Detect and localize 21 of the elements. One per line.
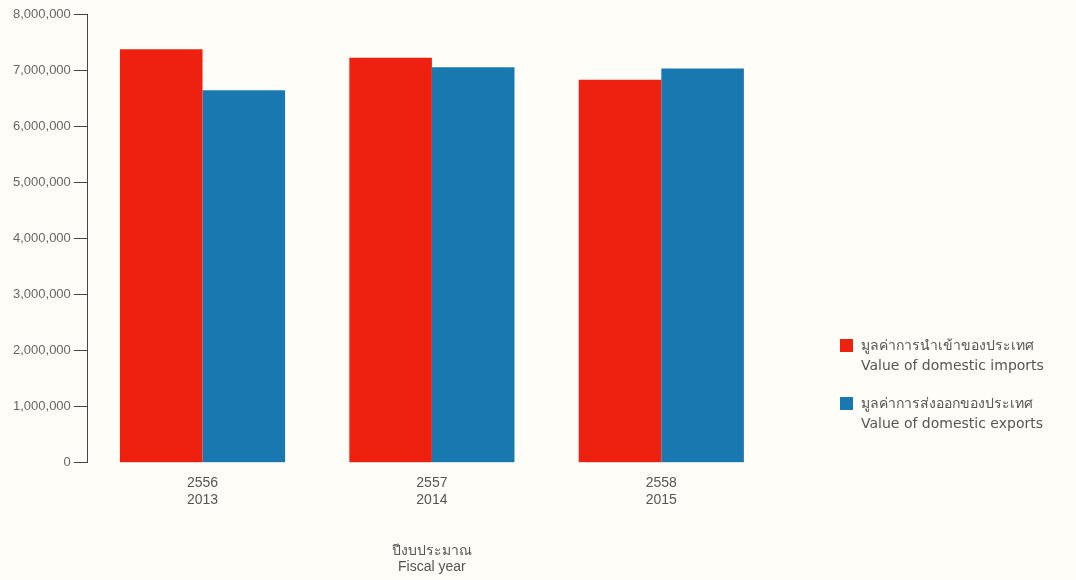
y-tick-label: 7,000,000 <box>12 61 71 77</box>
legend-label: มูลค่าการส่งออกของประเทศ Value of domestic exports <box>861 394 1044 433</box>
x-tick-label: 2558 2015 <box>645 474 678 507</box>
bar <box>431 67 515 463</box>
y-tick-label: 5,000,000 <box>12 173 71 189</box>
x-tick-label: 2556 2013 <box>186 474 219 507</box>
y-tick-label: 8,000,000 <box>12 5 71 21</box>
legend-label: มูลค่าการนำเข้าของประเทศ Value of domestic imports <box>861 336 1044 375</box>
bar <box>202 90 286 463</box>
y-tick-label: 0 <box>63 454 71 470</box>
bar <box>349 57 432 463</box>
x-axis-title: ปีงบประมาณ Fiscal year <box>391 541 472 575</box>
y-tick-label: 6,000,000 <box>12 117 71 133</box>
y-tick-label: 1,000,000 <box>12 398 71 414</box>
y-tick-label: 4,000,000 <box>12 229 71 245</box>
x-tick-label: 2557 2014 <box>416 474 448 507</box>
bar <box>578 79 662 463</box>
y-tick-label: 2,000,000 <box>12 342 71 358</box>
y-tick-label: 3,000,000 <box>12 286 71 302</box>
bar <box>119 49 203 463</box>
bar <box>661 68 744 463</box>
